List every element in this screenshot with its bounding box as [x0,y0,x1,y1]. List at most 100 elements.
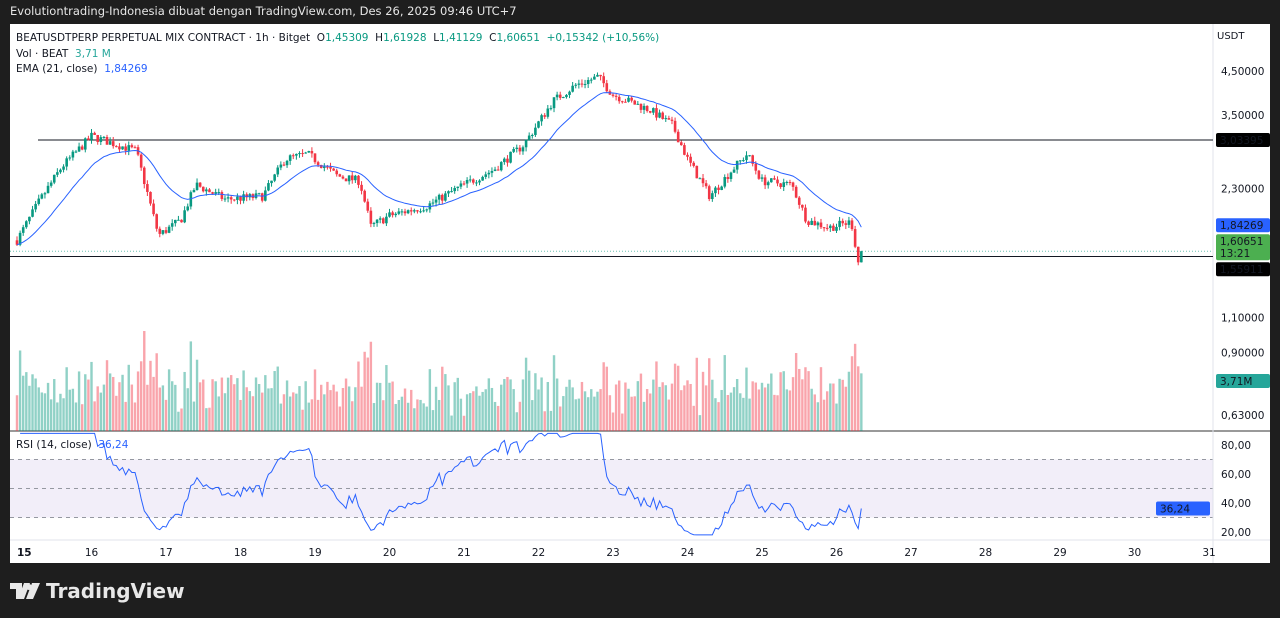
volume-bar [493,401,497,431]
symbol-name[interactable]: BEATUSDTPERP PERPETUAL MIX CONTRACT · 1h… [16,32,311,44]
currency-label[interactable]: USDT [1217,31,1245,42]
volume-bar [186,388,189,431]
volume-bar [649,393,652,431]
candle-body [273,174,276,181]
volume-bar [279,403,283,431]
volume-bar [559,406,562,431]
volume-bar [53,379,56,431]
candle-body [645,105,649,112]
candle-body [118,146,121,150]
volume-bar [143,331,146,431]
resistance-price-tag-text: 3,03395 [1220,135,1263,147]
volume-bar [484,389,487,431]
volume-bar [360,386,363,431]
volume-bar [543,411,546,431]
volume-bar [835,403,838,431]
candle-body [698,178,702,180]
rsi-legend[interactable]: RSI (14, close) 36,24 [16,439,128,451]
volume-bar [683,385,686,431]
candle-body [732,169,736,173]
volume-bar [323,394,326,431]
volume-bar [136,371,140,431]
volume-bar [496,405,500,431]
volume-bar [816,402,820,431]
volume-bar [282,394,286,431]
volume-bar [391,381,394,431]
volume-bar [220,377,224,431]
candle-body [493,169,497,171]
volume-bar [813,394,816,431]
volume-bar [639,373,643,431]
candle-body [46,185,50,194]
volume-bar [77,371,81,431]
volume-bar [500,384,503,431]
volume-bar [25,372,28,431]
tradingview-logo[interactable]: TradingView [10,579,185,603]
candle-body [853,229,857,247]
volume-bar [366,357,369,431]
candle-body [375,219,379,224]
candle-body [586,80,590,85]
volume-bar [521,379,525,431]
candle-body [534,127,537,135]
candle-body [456,186,460,188]
candle-body [413,210,416,212]
high-label: H [375,32,384,44]
chart-canvas[interactable]: 4,50000 3,50000 2,30000 1,10000 0,90000 0,630… [10,24,1270,563]
candle-body [782,182,786,187]
candle-body [403,211,407,214]
candle-body [453,187,456,192]
volume-bar [127,364,130,431]
candle-body [763,177,767,186]
volume-bar [236,378,239,431]
volume-bar [338,406,342,431]
volume-bar [56,402,59,431]
candle-body [111,141,115,147]
volume-bar [515,412,518,431]
chart-frame[interactable]: 4,50000 3,50000 2,30000 1,10000 0,90000 0,630… [10,24,1270,563]
candle-body [636,103,640,105]
volume-bar [18,350,22,431]
candle-body [341,176,345,179]
volume-bar [245,387,248,431]
volume-bar [583,391,587,431]
volume-bar [599,389,602,431]
volume-bar [711,379,714,431]
volume-bar [472,391,475,431]
ema-legend[interactable]: EMA (21, close) 1,84269 [16,63,148,75]
volume-bar [568,379,571,431]
volume-bar [326,381,329,431]
volume-bar [441,366,444,431]
volume-bar [661,382,664,431]
volume-bar [794,353,798,431]
candle-body [484,174,488,177]
candle-body [574,84,578,86]
volume-bar [264,375,267,431]
volume-bar [208,407,211,431]
volume-bar [108,373,112,431]
price-tick-label: 0,63000 [1221,410,1264,422]
volume-bar [37,387,40,431]
candle-body [810,220,813,225]
candle-body [338,174,342,177]
candle-body [614,95,618,97]
candle-body [760,177,764,179]
candle-body [260,193,264,201]
volume-bar [422,403,425,431]
volume-bar [726,394,730,431]
volume-bar [40,392,44,431]
time-tick-label: 16 [85,547,99,559]
volume-bar [773,394,776,431]
volume-bar [276,366,279,431]
support-price-tag-bg [1216,262,1270,277]
candle-body [459,183,463,187]
price-tick-label: 1,10000 [1221,313,1264,325]
volume-legend[interactable]: Vol · BEAT 3,71 M [16,48,111,60]
candle-body [357,175,360,185]
candle-body [701,178,705,184]
candle-body [257,193,261,195]
volume-bar [763,387,767,431]
chart-credit: Evolutiontrading-Indonesia dibuat dengan… [10,4,517,18]
volume-bar [298,386,301,431]
candle-body [332,168,335,171]
